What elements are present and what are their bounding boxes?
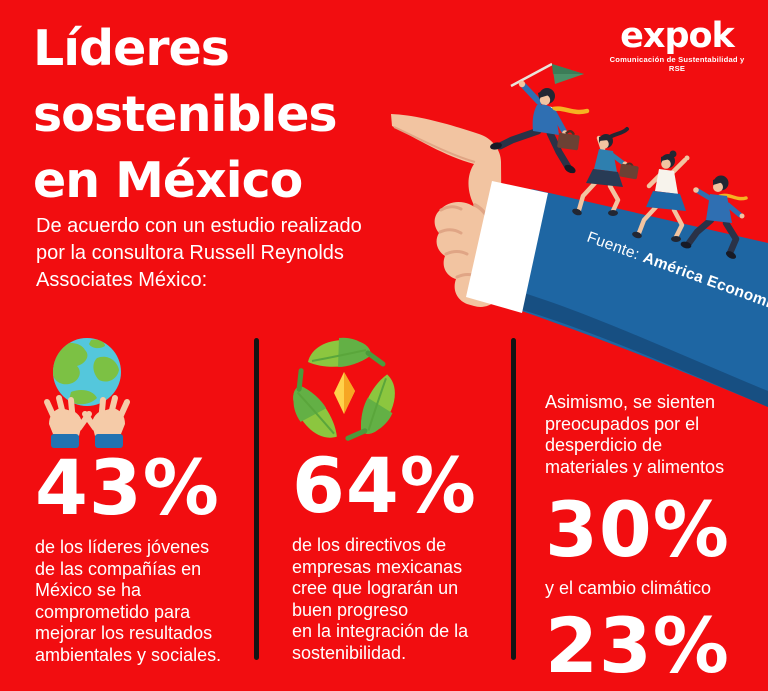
column-divider-1 (254, 338, 259, 660)
pointing-hand-illustration: Fuente:América Economía. (391, 62, 768, 407)
blue-sleeve (498, 189, 768, 407)
runner-man-blue-jacket-icon (680, 175, 748, 259)
expok-tagline: Comunicación de Sustentabilidad y RSE (609, 55, 745, 73)
runner-woman-white-top-icon (632, 150, 690, 242)
stat-column-concerns: Asimismo, se sienten preocupados por el … (545, 392, 765, 684)
stat-text-climate: y el cambio climático (545, 578, 712, 598)
right-hand (82, 395, 130, 448)
stat-value-43: 43% (35, 443, 220, 532)
stat-column-directors: 64% de los directivos de empresas mexica… (292, 336, 504, 664)
stat-text-directors: de los directivos de empresas mexicanas … (292, 535, 469, 663)
shirt-cuff (466, 181, 548, 313)
stat-value-64: 64% (292, 441, 477, 530)
runner-flag-man-icon (490, 62, 590, 174)
stat-column-leaders: 43% de los líderes jóvenes de las compañ… (35, 336, 250, 666)
runner-woman-briefcase-icon (572, 127, 639, 216)
column-divider-2 (511, 338, 516, 660)
expok-wordmark: expok (620, 16, 735, 56)
stat-text-waste: Asimismo, se sienten preocupados por el … (545, 392, 725, 477)
expok-logo: expok Comunicación de Sustentabilidad y … (606, 18, 748, 73)
page-title: Líderes sostenibles en México (33, 20, 338, 209)
stat-text-leaders: de los líderes jóvenes de las compañías … (35, 537, 222, 665)
hands-holding-earth-icon (44, 338, 130, 448)
recycle-leaves-energy-icon (292, 336, 397, 443)
page-subtitle: De acuerdo con un estudio realizado por … (36, 215, 362, 291)
stat-value-30: 30% (545, 485, 730, 574)
left-hand (44, 395, 92, 448)
stat-value-23: 23% (545, 600, 730, 690)
